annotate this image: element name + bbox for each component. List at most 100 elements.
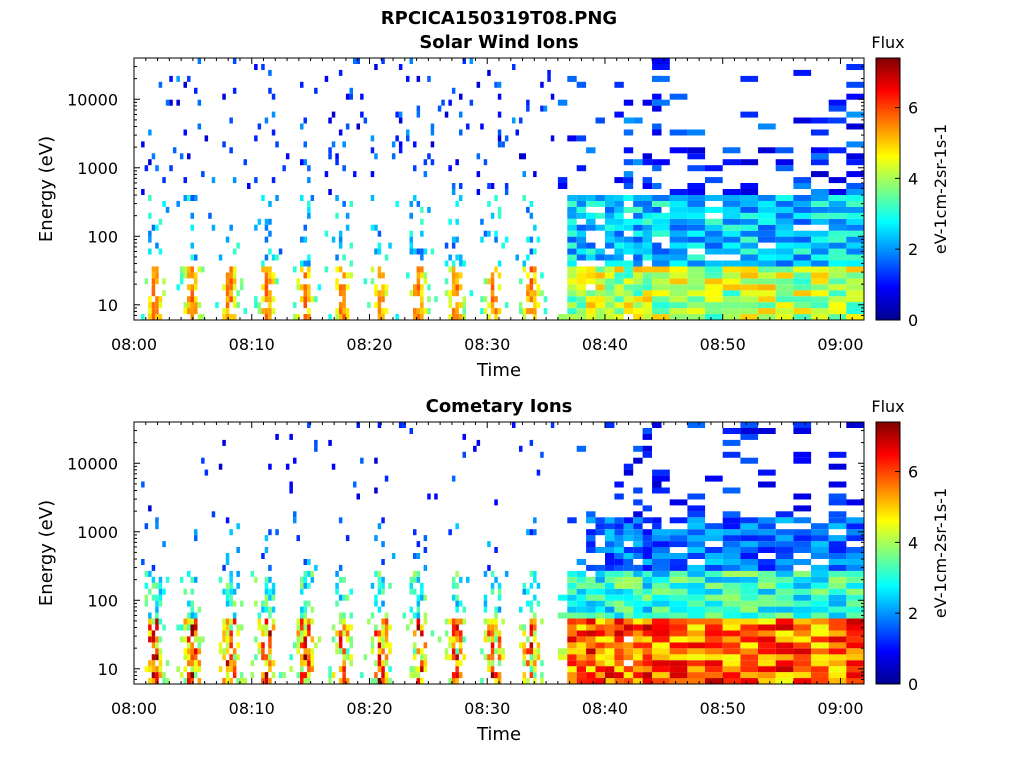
heatmap-cell	[310, 654, 315, 661]
heatmap-cell	[740, 678, 759, 684]
heatmap-cell	[595, 594, 605, 601]
heatmap-cell	[722, 230, 741, 237]
heatmap-cell	[633, 636, 643, 643]
heatmap-cell	[605, 660, 615, 667]
heatmap-cell	[775, 654, 794, 661]
heatmap-cell	[846, 576, 864, 583]
heatmap-cell	[144, 165, 149, 172]
heatmap-cell	[705, 177, 723, 184]
heatmap-cell	[413, 248, 417, 255]
heatmap-cell	[687, 189, 706, 195]
heatmap-cell	[687, 230, 706, 237]
heatmap-cell	[642, 600, 652, 607]
heatmap-cell	[416, 308, 421, 315]
heatmap-cell	[190, 630, 194, 637]
heatmap-cell	[342, 200, 346, 207]
heatmap-cell	[633, 666, 643, 673]
heatmap-cell	[722, 266, 741, 273]
heatmap-cell	[740, 422, 759, 428]
heatmap-cell	[190, 290, 194, 297]
heatmap-cell	[846, 284, 864, 291]
heatmap-cell	[416, 105, 421, 112]
heatmap-cell	[540, 451, 544, 458]
heatmap-cell	[490, 648, 495, 655]
heatmap-cell	[811, 594, 829, 601]
heatmap-cell	[222, 618, 226, 625]
heatmap-cell	[529, 648, 534, 655]
heatmap-cell	[374, 153, 378, 160]
heatmap-cell	[172, 147, 177, 154]
heatmap-cell	[828, 117, 847, 124]
heatmap-cell	[155, 523, 159, 530]
heatmap-cell	[793, 618, 812, 625]
heatmap-cell	[758, 266, 776, 273]
heatmap-cell	[381, 630, 385, 637]
heatmap-cell	[533, 576, 537, 583]
heatmap-cell	[264, 600, 269, 607]
heatmap-cell	[811, 642, 829, 649]
heatmap-cell	[388, 678, 392, 684]
heatmap-cell	[633, 511, 643, 518]
heatmap-cell	[846, 636, 864, 643]
heatmap-cell	[758, 576, 776, 583]
heatmap-cell	[473, 445, 477, 452]
heatmap-cell	[268, 230, 272, 237]
heatmap-cell	[687, 654, 706, 661]
heatmap-cell	[811, 564, 829, 571]
x-tick-label: 08:10	[229, 699, 275, 718]
heatmap-cell	[236, 642, 240, 649]
heatmap-cell	[722, 272, 741, 279]
heatmap-cell	[494, 308, 498, 315]
heatmap-cell	[652, 672, 670, 679]
heatmap-cell	[740, 672, 759, 679]
heatmap-cell	[623, 576, 634, 583]
heatmap-cell	[740, 296, 759, 303]
heatmap-cell	[605, 564, 615, 571]
heatmap-cell	[144, 570, 149, 577]
heatmap-cell	[459, 302, 463, 309]
heatmap-cell	[793, 547, 812, 553]
heatmap-cell	[623, 606, 634, 613]
heatmap-cell	[225, 553, 230, 559]
heatmap-cell	[642, 588, 652, 595]
heatmap-cell	[567, 302, 577, 309]
heatmap-cell	[652, 224, 670, 231]
heatmap-cell	[526, 206, 530, 213]
heatmap-cell	[225, 308, 230, 315]
heatmap-cell	[225, 600, 230, 607]
heatmap-cell	[633, 242, 643, 249]
heatmap-cell	[388, 666, 392, 673]
heatmap-cell	[331, 636, 336, 643]
heatmap-cell	[828, 648, 847, 655]
heatmap-cell	[642, 296, 652, 303]
heatmap-cell	[335, 314, 339, 320]
heatmap-cell	[811, 129, 829, 136]
heatmap-cell	[669, 195, 688, 201]
heatmap-cell	[229, 594, 233, 601]
heatmap-cell	[469, 58, 474, 64]
heatmap-cell	[775, 600, 794, 607]
heatmap-cell	[314, 445, 318, 452]
heatmap-cell	[595, 266, 605, 273]
heatmap-cell	[623, 236, 634, 243]
heatmap-cell	[614, 642, 624, 649]
heatmap-cell	[623, 672, 634, 679]
heatmap-cell	[310, 660, 315, 667]
heatmap-cell	[652, 553, 670, 559]
heatmap-cell	[487, 183, 491, 189]
heatmap-cell	[652, 422, 662, 428]
heatmap-cell	[194, 672, 198, 679]
heatmap-cell	[775, 660, 794, 667]
heatmap-cell	[490, 582, 495, 589]
heatmap-cell	[307, 660, 311, 667]
x-axis-label: Time	[476, 360, 521, 381]
heatmap-cell	[151, 576, 156, 583]
heatmap-cell	[448, 266, 452, 273]
heatmap-cell	[183, 129, 187, 136]
heatmap-cell	[353, 58, 357, 64]
heatmap-cell	[197, 636, 202, 643]
heatmap-cell	[705, 582, 723, 589]
heatmap-cell	[367, 302, 371, 309]
heatmap-cell	[374, 302, 378, 309]
heatmap-cell	[391, 153, 396, 160]
